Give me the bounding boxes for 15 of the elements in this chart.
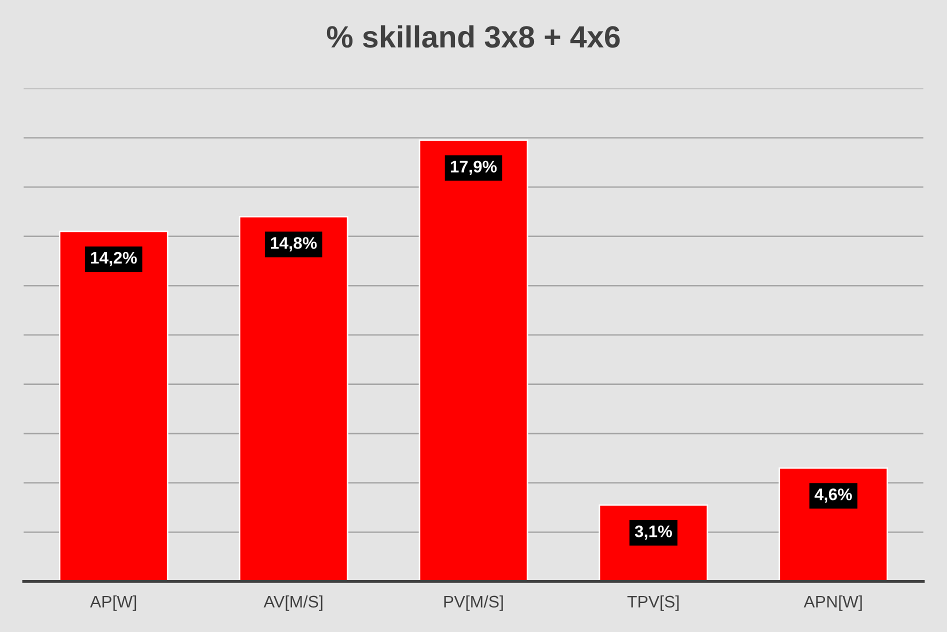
- bar: [778, 467, 888, 582]
- bar: [58, 230, 168, 582]
- x-tick-label: AP[W]: [90, 595, 136, 611]
- bar: [418, 140, 528, 582]
- chart-title: % skilland 3x8 + 4x6: [326, 25, 620, 48]
- x-tick-label: APN[W]: [804, 595, 862, 611]
- bar: [238, 216, 348, 582]
- data-label: 3,1%: [634, 525, 672, 540]
- data-label: 14,2%: [91, 252, 137, 266]
- x-tick-label: PV[M/S]: [444, 595, 503, 611]
- data-label: 14,8%: [270, 237, 317, 252]
- data-label: 17,9%: [450, 160, 497, 175]
- x-tick-label: AV[M/S]: [264, 595, 322, 611]
- x-tick-label: TPV[S]: [627, 595, 679, 611]
- data-label: 4,6%: [814, 488, 852, 503]
